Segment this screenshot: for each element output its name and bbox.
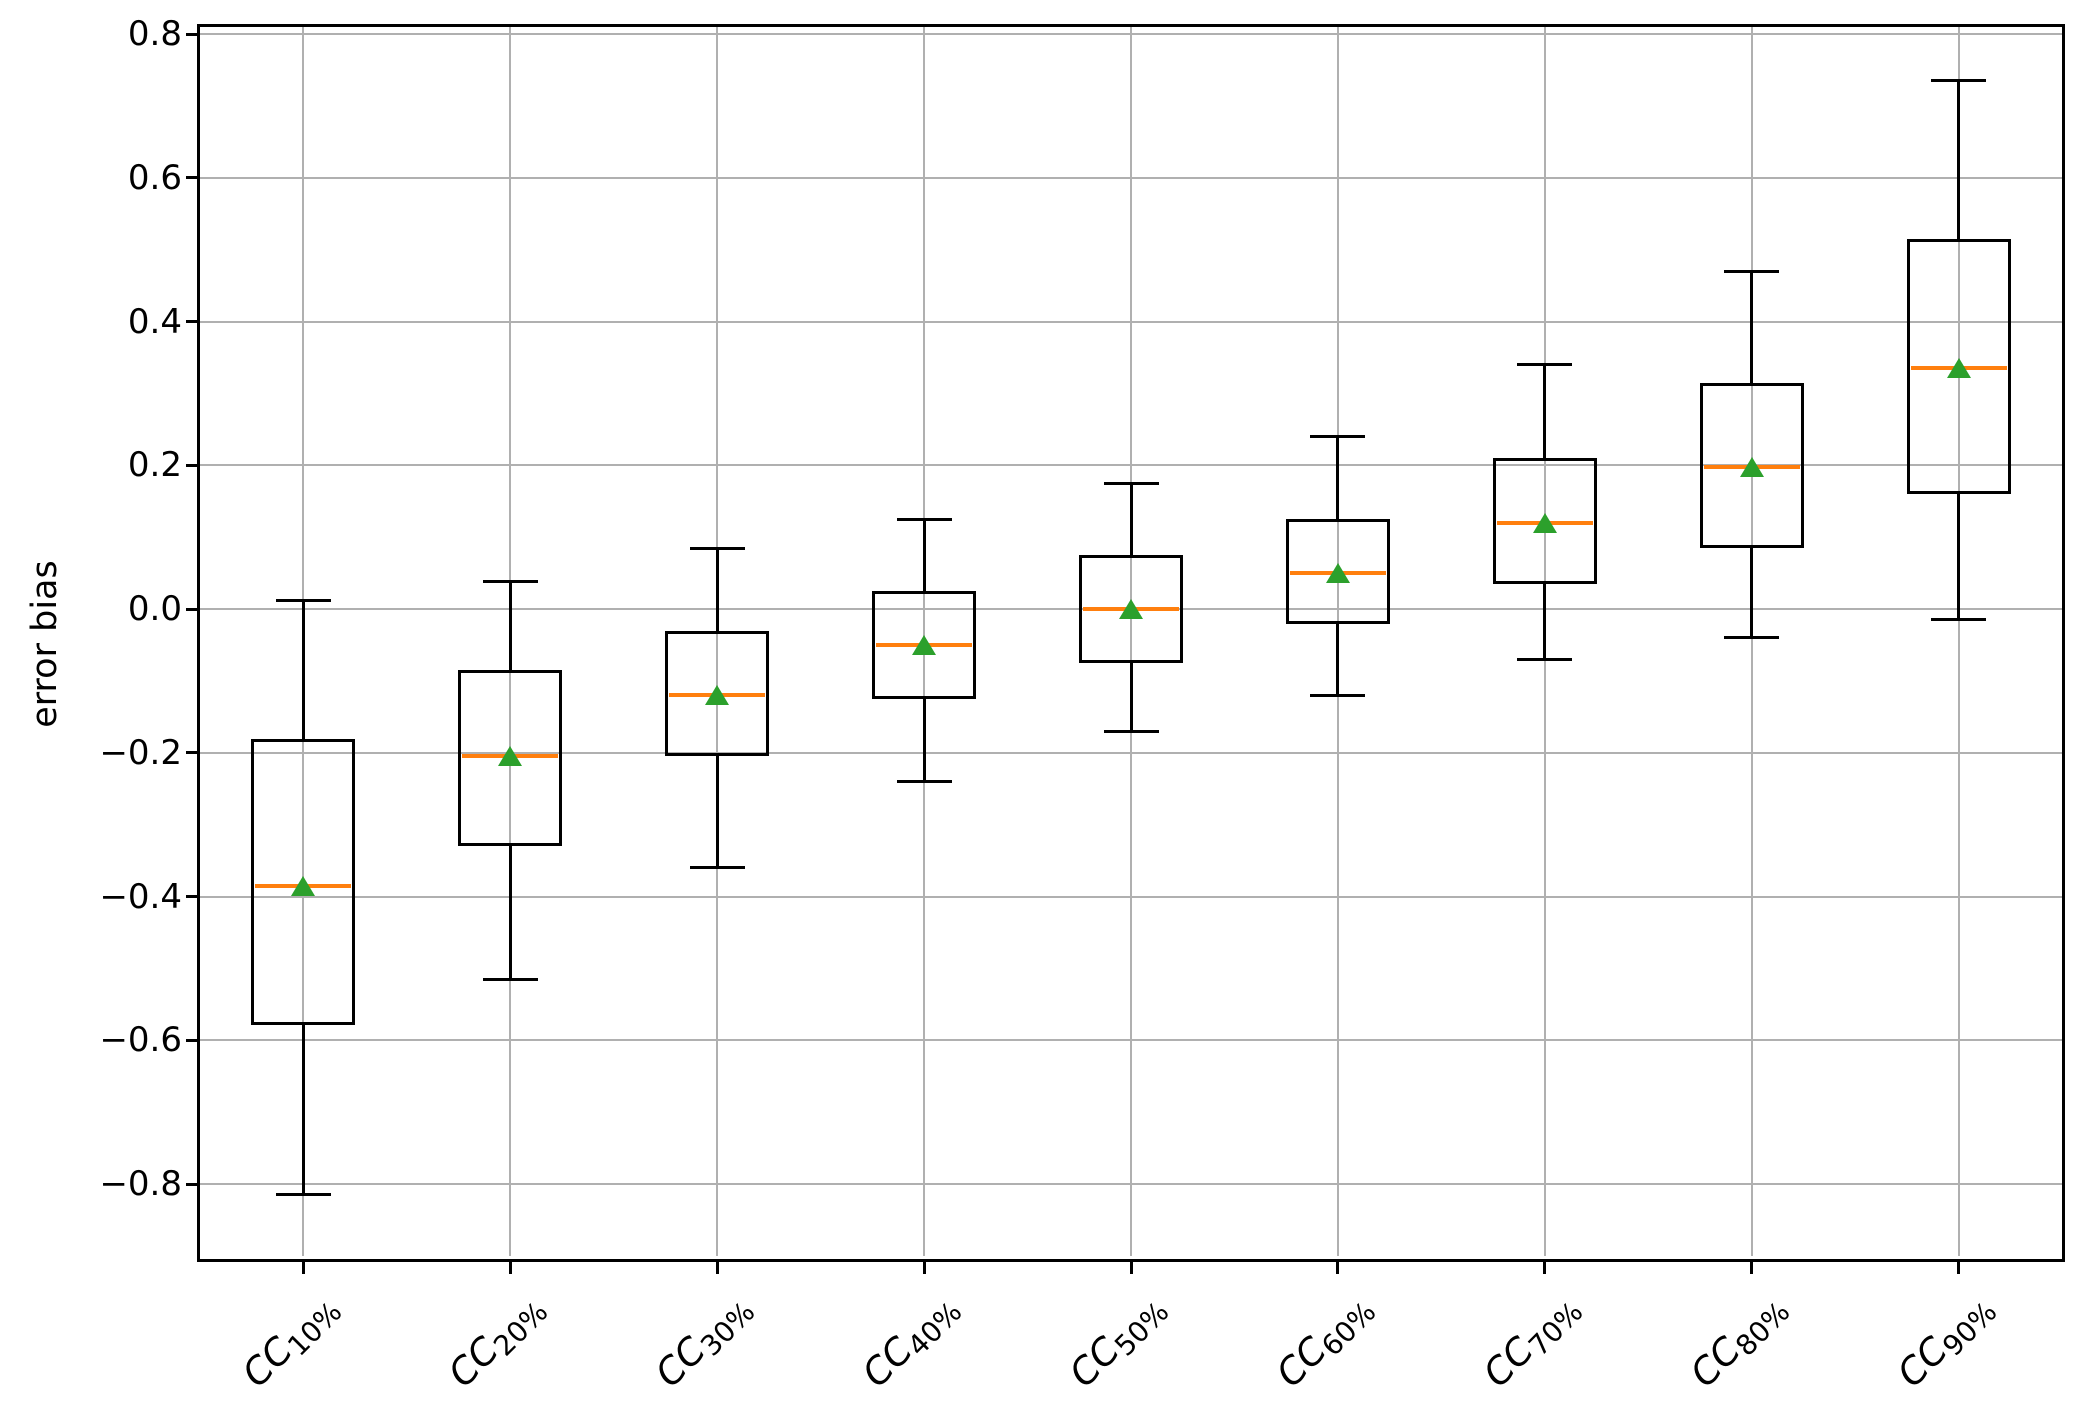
lower-whisker-cap [275, 1193, 331, 1197]
lower-whisker-line [508, 846, 512, 980]
x-tick-label: CC30% [647, 1286, 761, 1397]
y-tick-mark [186, 607, 200, 611]
lower-whisker-cap [1517, 657, 1573, 661]
mean-triangle-marker [1946, 358, 1971, 379]
y-tick-mark [186, 176, 200, 180]
x-tick-mark [1957, 1259, 1961, 1274]
mean-triangle-marker [1532, 512, 1557, 533]
y-tick-label: 0.2 [127, 445, 182, 486]
x-tick-mark [922, 1259, 926, 1274]
y-tick-label: −0.2 [99, 732, 182, 773]
iqr-box [1285, 519, 1390, 624]
iqr-box [872, 591, 977, 699]
upper-whisker-line [508, 581, 512, 671]
mean-triangle-marker [291, 875, 316, 896]
mean-triangle-marker [912, 635, 937, 656]
x-tick-label: CC40% [854, 1286, 968, 1397]
mean-triangle-marker [1325, 563, 1350, 584]
y-tick-mark [186, 895, 200, 899]
upper-whisker-cap [689, 546, 745, 550]
upper-whisker-line [1129, 483, 1133, 556]
x-tick-label: CC10% [233, 1286, 347, 1397]
x-tick-mark [1543, 1259, 1547, 1274]
upper-whisker-line [1750, 271, 1754, 383]
lower-whisker-line [715, 756, 719, 868]
iqr-box [1492, 458, 1597, 584]
mean-triangle-marker [1119, 599, 1143, 620]
x-tick-mark [1336, 1259, 1340, 1274]
x-tick-mark [715, 1259, 719, 1274]
upper-whisker-line [1957, 80, 1961, 239]
y-tick-mark [186, 463, 200, 467]
x-tick-label: CC90% [1889, 1286, 2003, 1397]
lower-whisker-line [1543, 584, 1547, 660]
lower-whisker-line [1336, 623, 1340, 696]
lower-whisker-line [1129, 663, 1133, 732]
mean-triangle-marker [1739, 456, 1764, 477]
x-tick-label: CC50% [1061, 1286, 1175, 1397]
upper-whisker-line [922, 519, 926, 592]
y-tick-label: −0.6 [99, 1020, 182, 1061]
x-tick-mark [1129, 1259, 1133, 1274]
y-tick-mark [186, 320, 200, 324]
lower-whisker-cap [689, 866, 745, 870]
iqr-box [1079, 555, 1183, 664]
upper-whisker-cap [1310, 435, 1366, 439]
lower-whisker-line [1750, 548, 1754, 638]
mean-triangle-marker [498, 746, 523, 767]
y-axis-label: error bias [25, 560, 65, 728]
iqr-box [1699, 382, 1804, 549]
upper-whisker-line [1336, 436, 1340, 520]
upper-whisker-line [715, 548, 719, 631]
y-tick-label: 0.8 [127, 14, 182, 55]
iqr-box [1906, 239, 2011, 495]
x-tick-label: CC80% [1682, 1286, 1796, 1397]
y-tick-mark [186, 751, 200, 755]
upper-whisker-line [1543, 364, 1547, 459]
iqr-box [458, 670, 563, 847]
x-gridline [1130, 27, 1132, 1256]
x-gridline [1957, 27, 1960, 1256]
y-tick-label: −0.8 [99, 1164, 182, 1205]
lower-whisker-cap [482, 977, 538, 981]
iqr-box [251, 738, 356, 1025]
iqr-box [665, 630, 770, 757]
upper-whisker-cap [1931, 79, 1987, 83]
plot-frame [197, 24, 2065, 1262]
y-tick-mark [186, 32, 200, 36]
x-tick-label: CC20% [440, 1286, 554, 1397]
y-tick-mark [186, 1182, 200, 1186]
y-tick-label: 0.4 [127, 301, 182, 342]
upper-whisker-cap [482, 580, 538, 584]
x-tick-mark [1750, 1259, 1754, 1274]
lower-whisker-cap [896, 780, 952, 784]
upper-whisker-line [301, 600, 305, 739]
lower-whisker-cap [1931, 618, 1987, 622]
lower-whisker-line [1957, 494, 1961, 620]
mean-triangle-marker [705, 685, 730, 706]
x-tick-mark [508, 1259, 512, 1274]
lower-whisker-cap [1724, 636, 1780, 640]
x-tick-label: CC70% [1475, 1286, 1589, 1397]
x-gridline [1750, 27, 1753, 1256]
x-tick-label: CC60% [1268, 1286, 1382, 1397]
upper-whisker-cap [275, 599, 331, 603]
y-tick-label: 0.6 [127, 157, 182, 198]
lower-whisker-cap [1103, 729, 1159, 733]
upper-whisker-cap [1517, 363, 1573, 367]
x-gridline [716, 27, 719, 1256]
upper-whisker-cap [1724, 269, 1780, 273]
lower-whisker-line [301, 1024, 305, 1195]
upper-whisker-cap [896, 517, 952, 521]
lower-whisker-line [922, 698, 926, 782]
y-tick-label: −0.4 [99, 876, 182, 917]
y-tick-label: 0.0 [127, 589, 182, 630]
lower-whisker-cap [1310, 693, 1366, 697]
x-tick-mark [301, 1259, 305, 1274]
upper-whisker-cap [1103, 481, 1159, 485]
y-tick-mark [186, 1038, 200, 1042]
